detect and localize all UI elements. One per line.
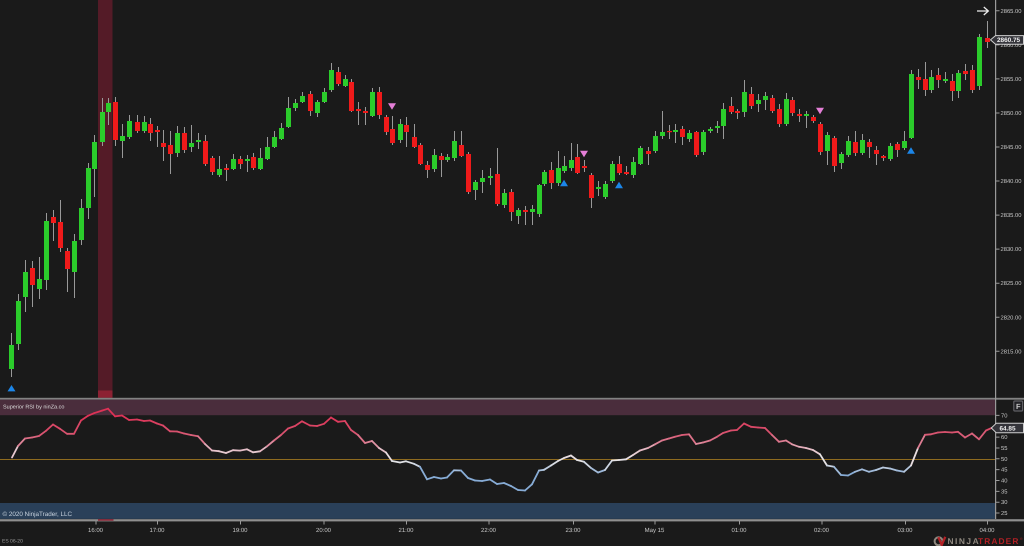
svg-text:17:00: 17:00: [149, 527, 165, 534]
svg-text:40: 40: [1001, 478, 1007, 485]
svg-text:®: ®: [1020, 537, 1023, 541]
svg-text:2815.00: 2815.00: [1001, 348, 1022, 355]
svg-text:64.85: 64.85: [1000, 425, 1016, 432]
svg-text:22:00: 22:00: [481, 527, 497, 534]
svg-text:30: 30: [1001, 499, 1007, 506]
svg-text:2860.75: 2860.75: [997, 37, 1021, 44]
svg-text:35: 35: [1001, 488, 1007, 495]
svg-text:21:00: 21:00: [398, 527, 414, 534]
svg-text:70: 70: [1001, 412, 1007, 419]
svg-text:2855.00: 2855.00: [1001, 76, 1022, 83]
svg-text:16:00: 16:00: [88, 527, 104, 534]
svg-text:23:00: 23:00: [565, 527, 581, 534]
svg-text:60: 60: [1001, 434, 1007, 441]
svg-text:20:00: 20:00: [316, 527, 332, 534]
svg-text:2840.00: 2840.00: [1001, 178, 1022, 185]
svg-text:04:00: 04:00: [979, 527, 995, 534]
svg-text:2845.00: 2845.00: [1001, 144, 1022, 151]
svg-text:55: 55: [1001, 446, 1007, 452]
svg-text:2820.00: 2820.00: [1001, 314, 1022, 321]
svg-text:F: F: [1016, 402, 1021, 411]
svg-text:2850.00: 2850.00: [1001, 110, 1022, 117]
svg-text:03:00: 03:00: [897, 527, 913, 534]
svg-text:Superior RSI by ninZa.co: Superior RSI by ninZa.co: [3, 404, 64, 410]
svg-text:19:00: 19:00: [232, 527, 248, 534]
svg-text:50: 50: [1001, 456, 1007, 463]
svg-text:2825.00: 2825.00: [1001, 280, 1022, 287]
svg-text:May 15: May 15: [645, 527, 665, 534]
svg-text:2830.00: 2830.00: [1001, 246, 1022, 253]
svg-text:02:00: 02:00: [814, 527, 830, 534]
svg-text:25: 25: [1001, 510, 1007, 517]
svg-text:NINJA: NINJA: [948, 536, 981, 546]
svg-text:2835.00: 2835.00: [1001, 212, 1022, 219]
svg-text:ES 06-20: ES 06-20: [2, 539, 23, 545]
svg-text:01:00: 01:00: [731, 527, 747, 534]
svg-text:© 2020 NinjaTrader, LLC: © 2020 NinjaTrader, LLC: [3, 511, 73, 518]
svg-text:45: 45: [1001, 468, 1007, 474]
svg-text:2865.00: 2865.00: [1001, 8, 1022, 15]
svg-text:TRADER: TRADER: [978, 536, 1020, 546]
svg-text:2860.00: 2860.00: [1001, 42, 1022, 49]
